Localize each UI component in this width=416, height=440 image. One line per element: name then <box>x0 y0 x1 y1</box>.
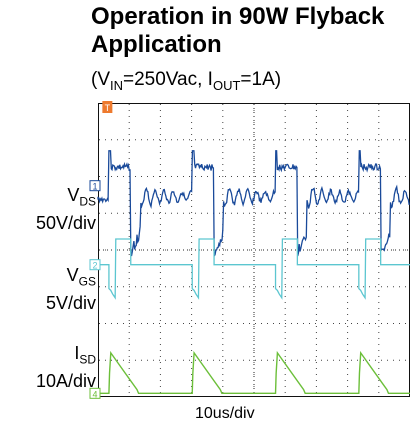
channel-marker-4: 4 <box>89 387 101 399</box>
vgs-channel-label: VGS 5V/div <box>45 265 96 313</box>
isd-trace <box>98 350 410 395</box>
grid <box>99 104 409 396</box>
oscilloscope-plot: 1 2 4 T <box>89 101 410 399</box>
trigger-marker: T <box>102 101 113 113</box>
isd-channel-label: ISD 10A/div <box>35 343 96 391</box>
channel-marker-text: 4 <box>92 389 97 399</box>
x-axis-label: 10us/div <box>195 405 255 422</box>
chart-subtitle: (VIN=250Vac, IOUT=1A) <box>91 69 282 93</box>
vds-channel-label: VDS 50V/div <box>35 185 96 233</box>
trigger-marker-text: T <box>105 103 111 113</box>
channel-marker-box <box>89 259 101 271</box>
channel-marker-text: 1 <box>92 182 97 192</box>
channel-marker-text: 2 <box>92 261 97 271</box>
channel-marker-2: 2 <box>89 259 101 271</box>
channel-marker-box <box>89 387 101 399</box>
vds-trace <box>97 150 410 258</box>
channel-marker-box <box>89 180 101 192</box>
isd-scale: 10A/div <box>35 370 96 391</box>
vgs-trace <box>98 238 410 300</box>
channel-marker-1: 1 <box>89 180 101 192</box>
vds-scale: 50V/div <box>35 212 96 233</box>
trigger-marker-box <box>102 101 113 113</box>
chart-title: Operation in 90W Flyback Application <box>91 3 385 58</box>
vgs-scale: 5V/div <box>45 292 96 313</box>
